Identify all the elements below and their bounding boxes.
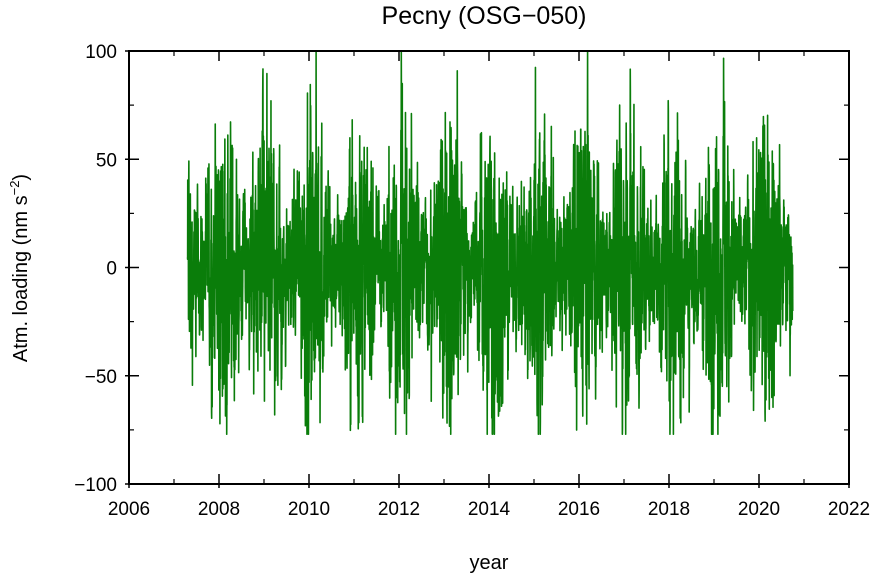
y-tick-label: −50 — [85, 367, 117, 388]
y-axis: −100 −50 0 50 100 — [74, 42, 849, 496]
chart-title: Pecny (OSG−050) — [382, 2, 587, 30]
x-tick-label: 2014 — [468, 499, 511, 520]
y-tick-label: −100 — [74, 475, 117, 496]
x-axis-title: year — [470, 552, 509, 574]
y-tick-label: 0 — [106, 259, 117, 280]
series-layer — [186, 50, 794, 436]
series-line — [186, 50, 794, 436]
x-tick-label: 2020 — [738, 499, 780, 520]
y-axis-title-end: ) — [10, 174, 32, 181]
y-axis-title: Atm. loading (nm s−2) — [7, 174, 32, 362]
x-tick-label: 2022 — [828, 499, 870, 520]
x-tick-label: 2008 — [198, 499, 240, 520]
x-tick-label: 2010 — [288, 499, 330, 520]
y-axis-title-main: Atm. loading (nm s — [10, 195, 32, 362]
y-tick-label: 50 — [96, 150, 117, 171]
y-axis-title-superscript: −2 — [7, 181, 22, 196]
x-tick-label: 2012 — [378, 499, 420, 520]
x-tick-label: 2006 — [108, 499, 150, 520]
x-tick-label: 2018 — [648, 499, 690, 520]
x-tick-label: 2016 — [558, 499, 600, 520]
y-tick-label: 100 — [85, 42, 117, 63]
x-axis: 2006 2008 2010 2012 2014 2016 2018 2020 2022 — [108, 51, 870, 520]
